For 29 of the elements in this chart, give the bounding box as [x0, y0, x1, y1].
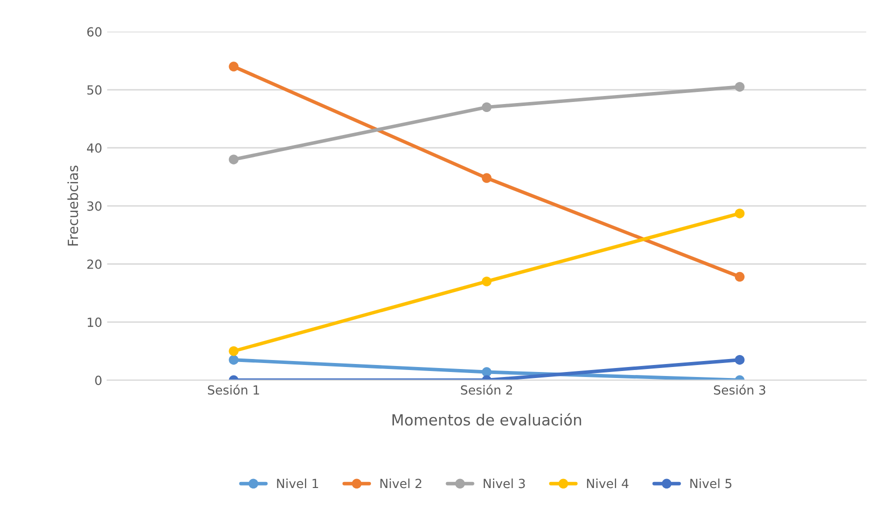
x-tick-label: Sesión 2 — [460, 384, 512, 395]
point — [228, 154, 239, 164]
legend-label: Nivel 1 — [277, 478, 318, 488]
y-axis-title: Frecuebcias — [67, 166, 78, 246]
x-tick-label: Sesión 1 — [208, 384, 260, 395]
legend-label: Nivel 4 — [587, 478, 628, 488]
legend-label: Nivel 5 — [690, 478, 732, 488]
point — [228, 346, 239, 356]
point — [734, 208, 745, 218]
point — [734, 272, 745, 282]
legend-label: Nivel 2 — [380, 478, 422, 488]
x-axis-title: Momentos de evaluación — [392, 413, 582, 426]
y-tick-label: 50 — [87, 85, 102, 95]
point — [482, 276, 492, 286]
point — [228, 354, 239, 365]
point — [482, 173, 492, 183]
point — [482, 367, 492, 377]
y-tick-label: 40 — [87, 143, 102, 153]
y-tick-label: 10 — [88, 318, 102, 328]
point — [482, 102, 492, 112]
point — [734, 354, 745, 365]
point — [734, 82, 745, 92]
y-tick-label: 60 — [87, 27, 102, 37]
x-tick-label: Sesión 3 — [714, 384, 766, 395]
legend-label: Nivel 3 — [484, 478, 525, 488]
point — [228, 62, 239, 72]
y-tick-label: 30 — [87, 201, 102, 211]
y-tick-label: 0 — [95, 376, 102, 386]
y-tick-label: 20 — [87, 259, 102, 269]
